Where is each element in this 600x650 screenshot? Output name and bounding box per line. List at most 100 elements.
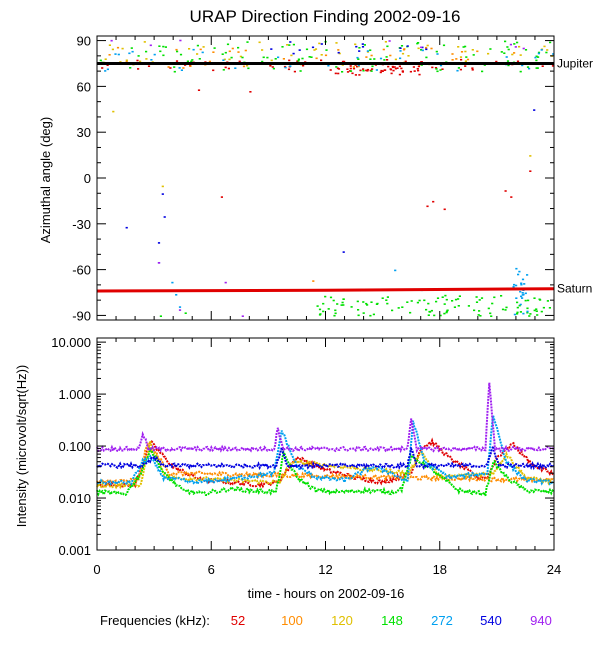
top-point-272 [521,297,524,299]
top-point-52 [392,66,395,69]
top-point-148 [427,302,430,305]
top-point-120 [108,44,111,46]
top-point-148 [535,308,538,310]
top-point-100 [237,51,240,53]
top-point-148 [536,314,539,316]
top-point-52 [365,69,368,72]
top-point-148 [536,67,539,69]
legend-entry-148: 148 [381,613,403,628]
top-point-148 [247,67,250,70]
top-point-52 [404,60,407,63]
top-point-272 [520,295,523,298]
top-point-148 [297,58,300,61]
top-point-148 [332,299,335,302]
top-point-272 [515,297,518,299]
top-point-540 [298,49,301,51]
top-point-52 [417,69,420,72]
top-point-148 [439,314,442,317]
top-point-148 [516,311,519,314]
top-point-120 [104,58,107,60]
top-point-148 [475,301,479,303]
top-point-148 [186,60,189,63]
top-point-100 [425,46,428,49]
top-point-100 [212,51,215,53]
top-series-272 [104,48,555,316]
top-point-52 [346,71,350,73]
top-point-148 [362,69,365,72]
top-point-52 [343,60,346,63]
top-point-120 [188,48,191,50]
top-point-148 [443,303,446,305]
top-point-148 [401,306,404,308]
top-point-52 [238,60,241,63]
top-point-52 [137,68,140,70]
top-point-148 [241,56,244,59]
top-point-148 [301,57,304,60]
top-point-52 [371,68,374,70]
top-point-148 [548,307,551,309]
top-point-148 [221,53,224,55]
top-point-148 [535,310,538,312]
top-point-120 [196,53,199,55]
top-point-940 [522,47,525,50]
top-point-148 [297,60,300,62]
top-point-120 [121,47,124,50]
top-point-52 [320,59,323,62]
top-point-148 [500,51,503,53]
top-point-540 [358,50,361,52]
bottom-y-tick-label: 10.000 [51,335,91,350]
x-tick-label: 18 [433,562,447,577]
top-point-148 [362,312,365,314]
top-point-272 [513,283,516,286]
top-y-tick-label: 60 [77,79,91,94]
top-point-148 [334,312,337,315]
top-point-540 [399,47,402,49]
top-point-148 [436,70,439,73]
bottom-y-tick-label: 0.001 [58,543,91,558]
top-point-272 [128,52,131,55]
top-point-148 [261,60,264,63]
top-point-540 [289,41,292,43]
top-point-148 [386,296,389,298]
legend-entry-540: 540 [480,613,502,628]
top-point-52 [541,65,544,67]
top-point-52 [359,69,362,72]
top-point-148 [538,298,541,301]
top-point-52 [293,70,296,73]
top-point-52 [147,65,151,67]
top-point-120 [464,50,467,53]
top-point-148 [365,302,368,305]
top-point-100 [337,49,340,51]
top-point-148 [528,315,531,317]
top-point-52 [393,66,396,68]
top-point-272 [515,267,518,270]
top-point-52 [227,67,230,70]
top-point-148 [475,296,478,298]
top-point-148 [356,300,359,303]
top-point-148 [535,67,538,69]
top-point-100 [315,57,318,60]
top-point-100 [389,54,392,57]
top-point-272 [552,53,555,55]
top-point-52 [175,60,179,62]
bottom-line-100 [96,442,555,487]
top-point-52 [401,70,404,72]
top-point-120 [546,49,549,51]
top-point-148 [445,310,449,313]
top-point-148 [336,303,339,305]
top-point-148 [439,69,442,71]
top-point-148 [519,311,522,313]
top-point-148 [420,49,423,51]
top-point-148 [537,56,540,58]
top-point-120 [112,110,115,113]
top-point-940 [509,43,512,46]
top-y-tick-label: 0 [84,171,91,186]
top-point-148 [506,60,510,62]
top-point-148 [196,44,199,47]
top-point-148 [526,311,529,314]
top-point-272 [521,294,524,296]
top-point-272 [399,57,402,60]
top-point-148 [266,56,269,59]
top-point-272 [357,64,360,67]
top-point-148 [191,59,194,61]
